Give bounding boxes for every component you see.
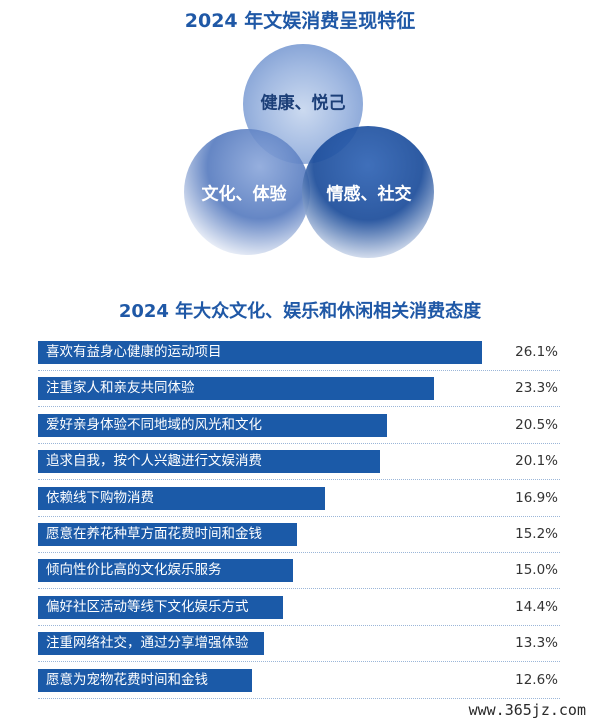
bar [38,559,293,582]
bar-value-label: 15.2% [515,526,558,542]
row-divider [38,625,560,626]
row-divider [38,370,560,371]
bar [38,487,325,510]
bar-label: 倾向性价比高的文化娱乐服务 [46,562,222,578]
venn-circle-emotion [302,126,434,258]
chart-title: 2024 年大众文化、娱乐和休闲相关消费态度 [118,301,482,322]
venn-diagram [184,44,434,258]
bar-label: 喜欢有益身心健康的运动项目 [46,344,222,360]
bar [38,632,264,655]
bar-value-label: 23.3% [515,380,558,396]
venn-circle-health [243,44,363,164]
bar [38,669,252,692]
row-divider [38,661,560,662]
bar-value-label: 20.5% [515,417,558,433]
bar-value-label: 14.4% [515,599,558,615]
bar [38,377,434,400]
bar-value-label: 13.3% [515,635,558,651]
bar-value-label: 26.1% [515,344,558,360]
bar-label: 愿意在养花种草方面花费时间和金钱 [46,526,262,542]
bar-label: 爱好亲身体验不同地域的风光和文化 [46,417,262,433]
bar [38,341,482,364]
bar-label: 愿意为宠物花费时间和金钱 [46,672,208,688]
row-divider [38,406,560,407]
venn-circle-culture [184,129,310,255]
row-divider [38,479,560,480]
bar-value-label: 12.6% [515,672,558,688]
row-divider [38,552,560,553]
bar-label: 依赖线下购物消费 [46,490,154,506]
bar-label: 注重网络社交，通过分享增强体验 [46,635,249,651]
row-divider [38,588,560,589]
venn-label-health: 健康、悦己 [260,93,346,114]
bar-value-label: 16.9% [515,490,558,506]
bar-value-label: 15.0% [515,562,558,578]
bar [38,596,283,619]
venn-label-culture: 文化、体验 [201,184,287,205]
bar-label: 偏好社区活动等线下文化娱乐方式 [46,599,249,615]
watermark: www.365jz.com [460,699,594,721]
bar-label: 追求自我，按个人兴趣进行文娱消费 [46,453,262,469]
row-divider [38,443,560,444]
row-divider [38,698,560,699]
bar-label: 注重家人和亲友共同体验 [46,380,195,396]
bar [38,414,387,437]
bar [38,450,380,473]
row-divider [38,516,560,517]
bar [38,523,297,546]
venn-title: 2024 年文娱消费呈现特征 [184,10,416,32]
bar-value-label: 20.1% [515,453,558,469]
venn-label-emotion: 情感、社交 [326,184,412,205]
